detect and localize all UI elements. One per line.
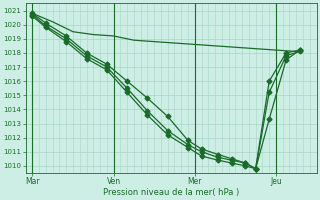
X-axis label: Pression niveau de la mer( hPa ): Pression niveau de la mer( hPa )	[103, 188, 239, 197]
